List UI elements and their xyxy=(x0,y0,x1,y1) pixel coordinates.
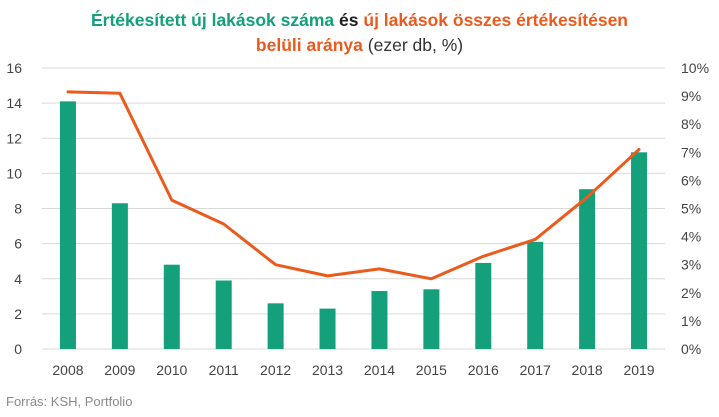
y-right-tick-label: 2% xyxy=(681,285,701,301)
y-right-tick-label: 5% xyxy=(681,201,701,217)
y-right-tick-label: 3% xyxy=(681,257,701,273)
bar xyxy=(215,280,232,349)
y-left-tick-label: 16 xyxy=(6,60,22,76)
bar xyxy=(475,262,492,349)
title-share-series-cont: belüli aránya xyxy=(255,35,363,55)
bar xyxy=(423,289,440,349)
title-line-1: Értékesített új lakások száma és új laká… xyxy=(0,8,719,33)
y-left-tick-label: 6 xyxy=(14,236,22,252)
x-tick-label: 2012 xyxy=(260,362,291,378)
bar xyxy=(527,241,544,349)
x-tick-label: 2014 xyxy=(364,362,395,378)
y-left-tick-label: 12 xyxy=(6,130,22,146)
y-right-tick-label: 10% xyxy=(681,60,709,76)
title-units: (ezer db, %) xyxy=(367,35,464,55)
x-tick-label: 2008 xyxy=(52,362,83,378)
y-right-tick-label: 4% xyxy=(681,229,701,245)
x-tick-label: 2016 xyxy=(468,362,499,378)
bar xyxy=(579,189,596,349)
title-line-2: belüli aránya (ezer db, %) xyxy=(0,33,719,58)
y-left-tick-label: 14 xyxy=(6,95,22,111)
title-share-series: új lakások összes értékesítésen xyxy=(363,10,628,30)
y-left-tick-label: 0 xyxy=(14,341,22,357)
bar xyxy=(371,291,388,349)
x-tick-label: 2010 xyxy=(156,362,187,378)
x-tick-label: 2015 xyxy=(416,362,447,378)
x-tick-label: 2011 xyxy=(209,362,239,378)
y-left-tick-label: 8 xyxy=(14,201,22,217)
y-left-tick-label: 2 xyxy=(14,306,22,322)
chart-title: Értékesített új lakások száma és új laká… xyxy=(0,8,719,58)
bar xyxy=(111,203,128,349)
y-right-tick-label: 0% xyxy=(681,341,701,357)
y-right-tick-label: 9% xyxy=(681,88,701,104)
share-line xyxy=(66,90,641,281)
y-right-tick-label: 6% xyxy=(681,172,701,188)
source-note: Forrás: KSH, Portfolio xyxy=(6,394,133,409)
bar xyxy=(319,308,336,349)
y-right-tick-label: 7% xyxy=(681,144,701,160)
y-left-tick-label: 10 xyxy=(6,165,22,181)
x-tick-label: 2017 xyxy=(520,362,551,378)
bar xyxy=(59,101,76,350)
title-count-series: Értékesített új lakások száma xyxy=(90,10,335,30)
bar xyxy=(163,264,180,349)
title-connector: és xyxy=(339,10,359,30)
y-right-tick-label: 1% xyxy=(681,313,701,329)
x-tick-label: 2018 xyxy=(572,362,603,378)
y-left-tick-label: 4 xyxy=(14,271,22,287)
bar xyxy=(631,152,648,349)
x-tick-label: 2009 xyxy=(104,362,135,378)
bar xyxy=(267,303,284,349)
x-tick-label: 2019 xyxy=(623,362,654,378)
y-right-tick-label: 8% xyxy=(681,116,701,132)
x-tick-label: 2013 xyxy=(312,362,343,378)
